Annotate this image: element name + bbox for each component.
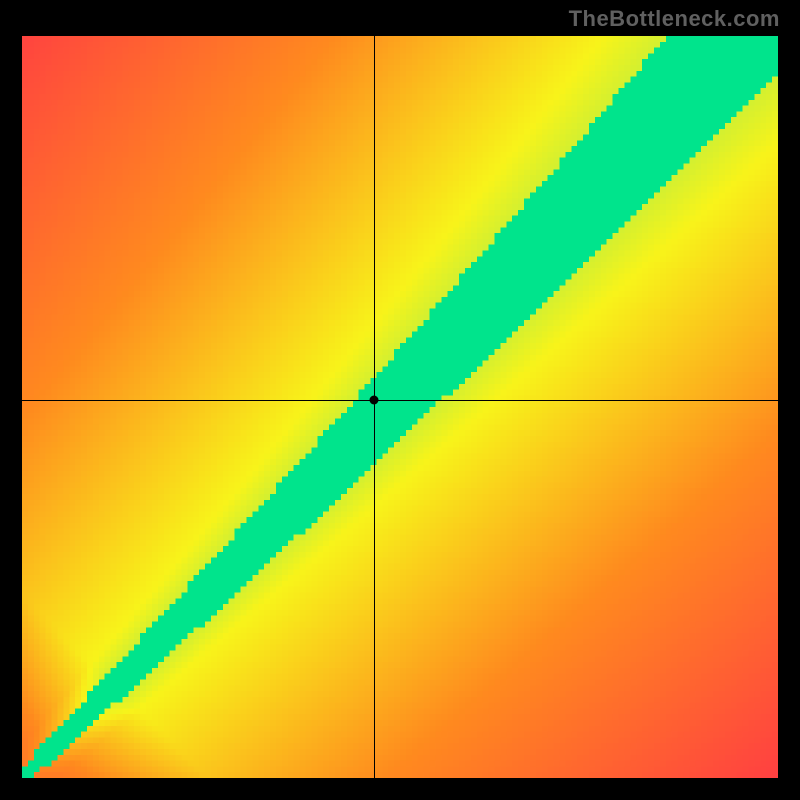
plot-area: [22, 36, 778, 778]
watermark-text: TheBottleneck.com: [569, 6, 780, 32]
heatmap-canvas: [22, 36, 778, 778]
chart-container: TheBottleneck.com: [0, 0, 800, 800]
crosshair-vertical: [374, 36, 375, 778]
marker-dot: [369, 395, 378, 404]
crosshair-horizontal: [22, 400, 778, 401]
